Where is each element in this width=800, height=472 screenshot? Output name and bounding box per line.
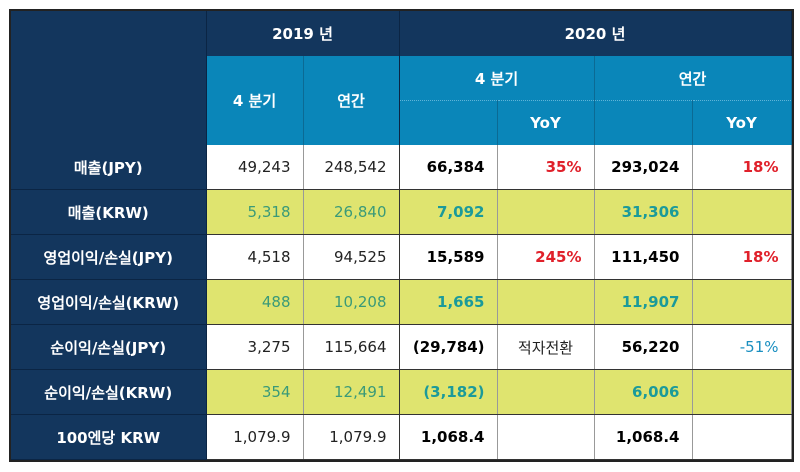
row-label: 100엔당 KRW — [11, 414, 207, 460]
annual-2019-cell: 248,542 — [303, 145, 400, 190]
q4-yoy-cell — [497, 279, 595, 325]
header-2020: 2020 년 — [399, 11, 792, 56]
header-2020-annual-value — [594, 100, 693, 145]
header-2020-q4-yoy: YoY — [497, 100, 595, 145]
q4-2020-cell: 66,384 — [399, 145, 498, 190]
table-row: 매출(JPY) 49,243 248,542 66,384 35% 293,024 18% — [11, 145, 792, 190]
q4-2020-cell: 1,665 — [399, 279, 498, 325]
annual-2020-cell: 56,220 — [594, 324, 693, 370]
q4-2019-cell: 488 — [206, 279, 304, 325]
q4-2019-cell: 354 — [206, 369, 304, 415]
annual-2019-cell: 26,840 — [303, 189, 400, 235]
q4-2020-cell: 1,068.4 — [399, 414, 498, 460]
financial-table: 2019 년 2020 년 4 분기 연간 4 분기 연간 YoY YoY 매출… — [9, 9, 794, 462]
annual-yoy-cell — [692, 189, 792, 235]
annual-2020-cell: 111,450 — [594, 234, 693, 280]
header-2020-annual-yoy: YoY — [692, 100, 792, 145]
annual-2019-cell: 115,664 — [303, 324, 400, 370]
q4-yoy-cell — [497, 414, 595, 460]
q4-2019-cell: 3,275 — [206, 324, 304, 370]
annual-yoy-cell — [692, 369, 792, 415]
q4-yoy-cell — [497, 189, 595, 235]
q4-2020-cell: (29,784) — [399, 324, 498, 370]
annual-2020-cell: 31,306 — [594, 189, 693, 235]
table-row: 100엔당 KRW 1,079.9 1,079.9 1,068.4 1,068.4 — [11, 414, 792, 460]
table-row: 영업이익/손실(KRW) 488 10,208 1,665 11,907 — [11, 279, 792, 325]
annual-yoy-cell: -51% — [692, 324, 792, 370]
annual-2020-cell: 11,907 — [594, 279, 693, 325]
row-label: 영업이익/손실(KRW) — [11, 279, 207, 325]
q4-yoy-cell: 245% — [497, 234, 595, 280]
q4-yoy-cell — [497, 369, 595, 415]
annual-yoy-cell: 18% — [692, 145, 792, 190]
annual-2020-cell: 293,024 — [594, 145, 693, 190]
q4-2020-cell: 7,092 — [399, 189, 498, 235]
row-label: 영업이익/손실(JPY) — [11, 234, 207, 280]
header-2019-q4: 4 분기 — [206, 56, 304, 145]
annual-2019-cell: 10,208 — [303, 279, 400, 325]
q4-2019-cell: 4,518 — [206, 234, 304, 280]
q4-yoy-cell: 35% — [497, 145, 595, 190]
annual-yoy-cell — [692, 279, 792, 325]
annual-yoy-cell: 18% — [692, 234, 792, 280]
annual-2020-cell: 1,068.4 — [594, 414, 693, 460]
q4-2019-cell: 1,079.9 — [206, 414, 304, 460]
row-label: 순이익/손실(KRW) — [11, 369, 207, 415]
q4-2019-cell: 5,318 — [206, 189, 304, 235]
q4-2019-cell: 49,243 — [206, 145, 304, 190]
header-2020-q4-value — [399, 100, 498, 145]
annual-yoy-cell — [692, 414, 792, 460]
q4-2020-cell: 15,589 — [399, 234, 498, 280]
table-row: 순이익/손실(JPY) 3,275 115,664 (29,784) 적자전환 56,22… — [11, 324, 792, 370]
row-label: 순이익/손실(JPY) — [11, 324, 207, 370]
q4-2020-cell: (3,182) — [399, 369, 498, 415]
table-row: 영업이익/손실(JPY) 4,518 94,525 15,589 245% 111,450… — [11, 234, 792, 280]
row-label: 매출(JPY) — [11, 145, 207, 190]
header-2020-annual: 연간 — [594, 56, 792, 101]
row-label: 매출(KRW) — [11, 189, 207, 235]
header-2019-annual: 연간 — [303, 56, 400, 145]
annual-2019-cell: 94,525 — [303, 234, 400, 280]
table-row: 순이익/손실(KRW) 354 12,491 (3,182) 6,006 — [11, 369, 792, 415]
header-2019: 2019 년 — [206, 11, 400, 56]
header-2020-q4: 4 분기 — [399, 56, 595, 101]
annual-2020-cell: 6,006 — [594, 369, 693, 415]
corner-header — [11, 11, 207, 145]
annual-2019-cell: 1,079.9 — [303, 414, 400, 460]
q4-yoy-cell: 적자전환 — [497, 324, 595, 370]
table-row: 매출(KRW) 5,318 26,840 7,092 31,306 — [11, 189, 792, 235]
annual-2019-cell: 12,491 — [303, 369, 400, 415]
